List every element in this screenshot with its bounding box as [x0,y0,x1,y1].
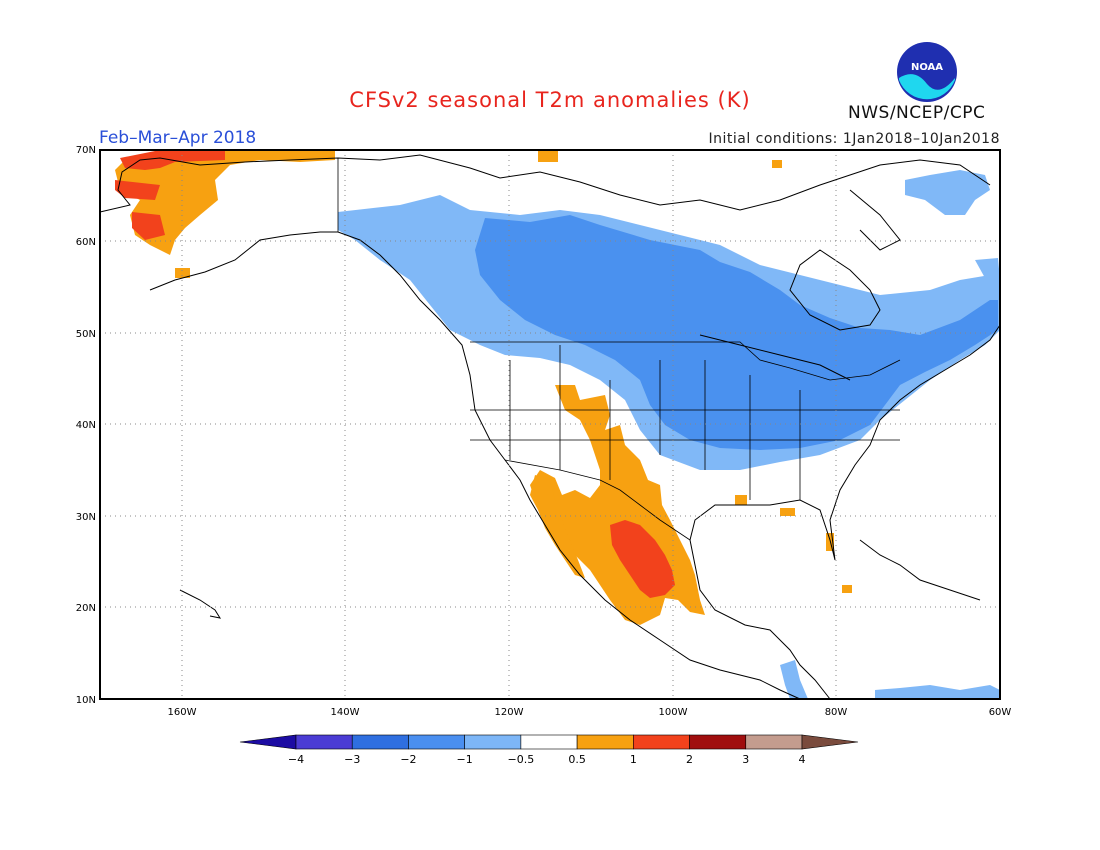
lon-label: 80W [825,707,848,718]
colorbar-tick-label: 2 [686,753,693,766]
colorbar-tick-label: 3 [742,753,749,766]
colorbar-arrow-low [239,734,297,750]
lat-label: 70N [76,145,96,156]
colorbar-box [745,734,803,750]
gridlines [100,150,1000,699]
colorbar-tick-label: −2 [400,753,416,766]
warm-anomaly-alaska-strong [115,150,225,240]
colorbar-box [576,734,634,750]
warm-anomaly-mexico-strong [610,520,675,598]
lon-label: 160W [168,707,197,718]
political-borders [337,158,901,541]
colorbar-box [408,734,465,750]
warm-anomaly-baja [530,475,585,578]
lon-label: 140W [331,707,360,718]
lat-label: 30N [76,512,96,523]
warm-anomaly-aleutian [175,268,190,278]
colorbar-box [520,734,578,750]
colorbar-arrow-high [801,734,859,750]
colorbar-box [633,734,690,750]
cold-anomaly-south-america [875,685,1000,699]
colorbar-box [351,734,409,750]
colorbar [239,734,859,750]
map-panel [99,149,1001,700]
colorbar-labels: −4 −3 −2 −1 −0.5 0.5 1 2 3 4 [288,753,806,766]
noaa-logo-text: NOAA [911,62,943,73]
forecast-period: Feb–Mar–Apr 2018 [99,128,257,148]
colorbar-box [689,734,747,750]
lat-label: 10N [76,695,96,706]
warm-anomaly-florida-a [780,508,795,516]
warm-anomaly-arctic [772,160,782,168]
lat-label: 20N [76,603,96,614]
lon-label: 100W [659,707,688,718]
colorbar-tick-label: −0.5 [508,753,535,766]
organization-label: NWS/NCEP/CPC [848,103,986,123]
colorbar-tick-label: −3 [344,753,360,766]
lat-label: 60N [76,237,96,248]
colorbar-box [464,734,522,750]
colorbar-tick-label: −4 [288,753,304,766]
chart-title: CFSv2 seasonal T2m anomalies (K) [349,88,751,112]
initial-conditions: Initial conditions: 1Jan2018–10Jan2018 [708,131,1000,147]
colorbar-tick-label: 0.5 [568,753,586,766]
colorbar-box [295,734,353,750]
noaa-logo: NOAA [897,42,957,102]
cold-anomaly-light-ne [905,170,990,215]
lon-label: 60W [989,707,1012,718]
colorbar-tick-label: −1 [457,753,473,766]
warm-anomaly-gulf [735,495,747,505]
lat-label: 50N [76,329,96,340]
colorbar-tick-label: 1 [630,753,637,766]
cold-anomaly-medium [475,215,998,450]
lat-label: 40N [76,420,96,431]
warm-anomaly-north-coast [538,150,558,162]
lon-label: 120W [495,707,524,718]
lon-axis: 160W 140W 120W 100W 80W 60W [168,707,1012,718]
map-frame [99,149,1001,700]
cold-anomaly-central-america [780,660,808,699]
lat-axis: 70N 60N 50N 40N 30N 20N 10N [76,145,96,706]
warm-anomaly-alaska [115,150,335,255]
colorbar-tick-label: 4 [799,753,806,766]
warm-anomaly-cuba [842,585,852,593]
cold-anomaly-light-lab [975,258,1000,280]
